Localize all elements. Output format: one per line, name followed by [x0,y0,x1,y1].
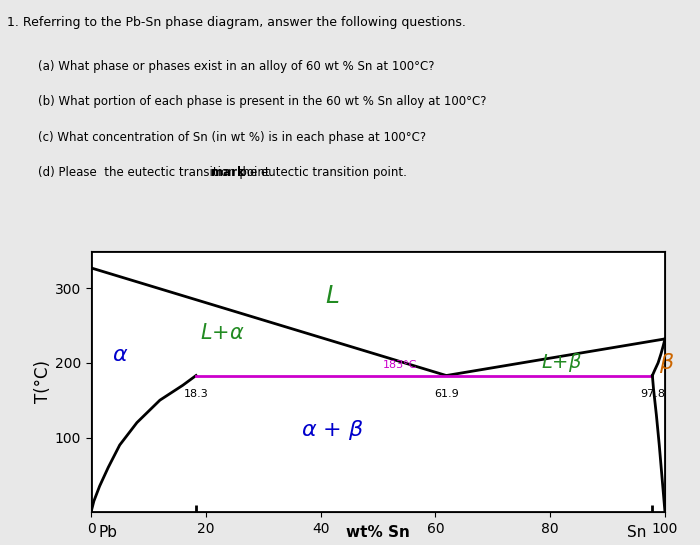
Text: Pb: Pb [99,524,118,540]
Text: (d) Please  the eutectic transition point.: (d) Please the eutectic transition point… [38,166,274,179]
Text: 97.8: 97.8 [640,389,665,399]
Text: $\beta$: $\beta$ [659,351,675,375]
Text: (a) What phase or phases exist in an alloy of 60 wt % Sn at 100°C?: (a) What phase or phases exist in an all… [38,60,435,73]
Text: 1. Referring to the Pb-Sn phase diagram, answer the following questions.: 1. Referring to the Pb-Sn phase diagram,… [7,16,466,29]
Text: mark: mark [211,166,245,179]
Text: $\it{L}$+$\beta$: $\it{L}$+$\beta$ [541,352,582,374]
Text: (c) What concentration of Sn (in wt %) is in each phase at 100°C?: (c) What concentration of Sn (in wt %) i… [38,131,426,144]
Text: wt% Sn: wt% Sn [346,524,410,540]
Text: $\alpha$: $\alpha$ [111,346,128,365]
Text: 183°C: 183°C [383,360,418,370]
Text: $\it{L}$+$\alpha$: $\it{L}$+$\alpha$ [200,323,244,343]
Text: 61.9: 61.9 [434,389,458,399]
Text: (b) What portion of each phase is present in the 60 wt % Sn alloy at 100°C?: (b) What portion of each phase is presen… [38,95,487,108]
Text: $\it{L}$: $\it{L}$ [325,283,340,307]
Text: Sn: Sn [627,524,647,540]
Y-axis label: T(°C): T(°C) [34,360,52,403]
Text: 18.3: 18.3 [183,389,209,399]
Text: the eutectic transition point.: the eutectic transition point. [234,166,407,179]
Text: $\alpha$ + $\beta$: $\alpha$ + $\beta$ [300,418,363,442]
